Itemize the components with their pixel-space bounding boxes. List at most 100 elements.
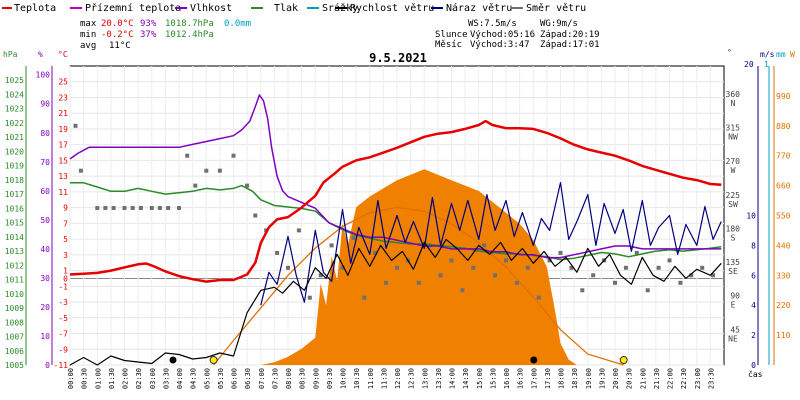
wind-direction-point [613, 280, 617, 285]
x-tick-label: 12:00 [394, 368, 402, 389]
temperature-tick-label: -11 [54, 361, 69, 370]
x-tick-label: 11:30 [380, 368, 388, 389]
moonset-marker [530, 356, 538, 364]
x-tick-label: 18:00 [558, 368, 566, 389]
info-moon-label: Měsíc [435, 40, 462, 50]
wind-direction-point [103, 206, 108, 210]
pressure-tick-label: 1009 [5, 304, 24, 313]
wind-direction-point [362, 295, 367, 300]
wind-direction-point [307, 295, 312, 300]
x-tick-label: 13:00 [421, 368, 429, 389]
temperature-tick-label: -7 [58, 330, 68, 339]
x-tick-label: 08:30 [299, 368, 307, 389]
direction-tick-deg: 315 [726, 124, 741, 133]
wind-direction-point [623, 265, 628, 270]
temperature-tick-label: 23 [58, 93, 68, 102]
wind-direction-point [95, 206, 100, 210]
wind-direction-point [157, 206, 162, 210]
x-tick-label: 23:00 [694, 368, 702, 389]
wind-direction-point [384, 280, 389, 285]
stats-max-label: max [80, 19, 97, 29]
chart-title: 9.5.2021 [369, 51, 427, 65]
temperature-tick-label: -9 [58, 345, 68, 354]
x-tick-label: 01:30 [108, 368, 116, 389]
solar-tick-label: 330 [776, 271, 791, 280]
x-tick-label: 06:30 [244, 368, 252, 389]
wind-direction-point [122, 206, 127, 210]
direction-tick-name: W [731, 166, 736, 175]
pressure-tick-label: 1024 [5, 90, 24, 99]
wind-direction-point [547, 258, 552, 263]
direction-tick-name: S [731, 233, 736, 242]
solar-tick-label: 770 [776, 152, 791, 161]
axis-header-wind-top: 20 [744, 60, 754, 69]
axis-header-direction: ° [727, 48, 732, 57]
wind-direction-point [700, 265, 705, 270]
wind-direction-point [558, 250, 563, 255]
wind-direction-point [504, 258, 508, 263]
temperature-tick-label: 9 [63, 204, 68, 213]
pressure-tick-label: 1023 [5, 105, 24, 114]
wind-gust-line [260, 182, 722, 306]
wind-direction-point [580, 288, 585, 293]
direction-tick-deg: 90 [730, 292, 740, 301]
wind-direction-point [525, 265, 530, 270]
wind-direction-point [329, 243, 334, 248]
humidity-tick-label: 0 [45, 361, 50, 370]
info-moon-set: Západ:17:01 [540, 40, 600, 50]
pressure-tick-label: 1013 [5, 247, 24, 256]
stats-max-hum: 93% [140, 19, 157, 29]
x-tick-label: 13:30 [435, 368, 443, 389]
wind-direction-point [536, 295, 541, 300]
wind-direction-point [645, 288, 650, 293]
legend-label-rychlost-vetru: Rychlost větru [350, 2, 434, 14]
wind-direction-point [438, 273, 443, 278]
humidity-tick-label: 90 [40, 100, 50, 109]
direction-tick-deg: 135 [726, 258, 741, 267]
stats-avg-temp: 11°C [109, 41, 131, 51]
wind-direction-point [185, 153, 190, 158]
humidity-line [69, 94, 722, 259]
sunset-marker [619, 356, 628, 364]
wind-direction-point [449, 258, 454, 263]
legend: Teplota Přízemní teplota Vlhkost Tlak Sr… [2, 2, 586, 14]
info-moon-rise: Východ:3:47 [470, 40, 530, 50]
info-wg: WG:9m/s [540, 19, 578, 29]
temperature-tick-label: 3 [63, 251, 68, 260]
x-tick-label: 08:00 [285, 368, 293, 389]
axis-header-solar: W [790, 50, 795, 59]
wind-direction-point [493, 273, 498, 278]
x-tick-label: 22:00 [667, 368, 675, 389]
temperature-tick-label: 25 [58, 78, 68, 87]
x-tick-label: 04:00 [176, 368, 184, 389]
x-tick-label: 23:30 [707, 368, 715, 389]
x-tick-label: 02:30 [135, 368, 143, 389]
axis-header-humidity: % [38, 50, 43, 59]
wind-tick-label: 0 [751, 361, 756, 370]
x-tick-label: 06:00 [231, 368, 239, 389]
humidity-tick-label: 50 [40, 216, 50, 225]
direction-tick-name: NW [728, 133, 738, 142]
wind-direction-point [711, 273, 716, 278]
wind-direction-point [204, 168, 209, 173]
wind-direction-point [634, 250, 639, 255]
x-tick-label: 07:00 [258, 368, 266, 389]
pressure-tick-label: 1015 [5, 219, 24, 228]
temperature-tick-label: -1 [58, 282, 68, 291]
axis-headers: hPa % °C ° m/s mm W 20 1 [3, 48, 795, 69]
wind-direction-point [296, 228, 301, 233]
sunrise-marker [209, 356, 218, 364]
axis-header-wind: m/s [760, 50, 775, 59]
wind-direction-point [667, 258, 672, 263]
wind-direction-point [193, 183, 198, 188]
x-tick-label: 16:30 [517, 368, 525, 389]
pressure-tick-label: 1007 [5, 333, 24, 342]
legend-label-naraz-vetru: Náraz větru [446, 2, 512, 14]
direction-tick-deg: 270 [726, 157, 741, 166]
wind-direction-point [569, 265, 574, 270]
humidity-tick-label: 70 [40, 158, 50, 167]
direction-tick-name: E [731, 301, 736, 310]
x-tick-label: 15:30 [489, 368, 497, 389]
pressure-tick-label: 1021 [5, 133, 24, 142]
